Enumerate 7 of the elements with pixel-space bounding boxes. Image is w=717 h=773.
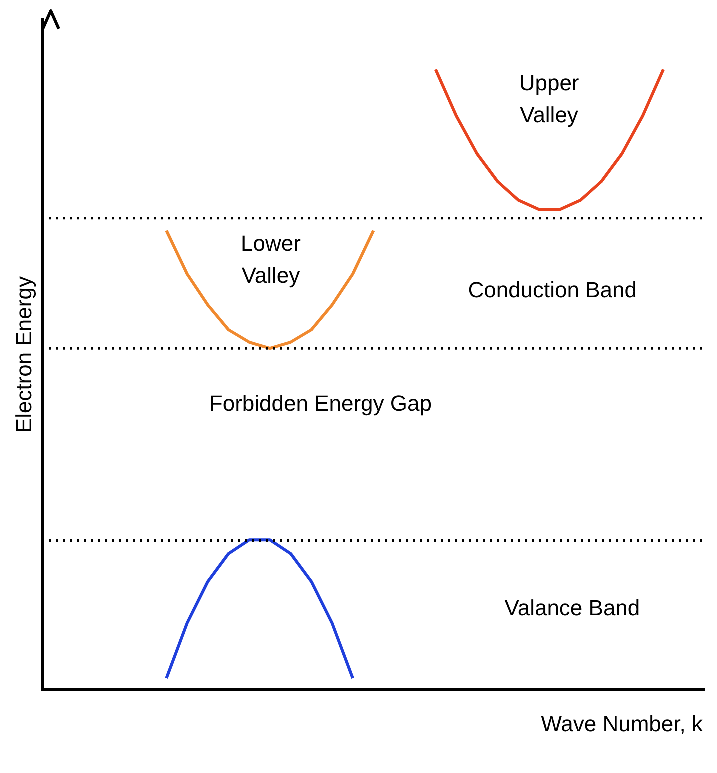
annotation: Forbidden Energy Gap xyxy=(209,391,432,416)
annotation: Lower Valley xyxy=(241,231,301,288)
annotation: Upper Valley xyxy=(519,70,580,128)
y-axis-title: Electron Energy xyxy=(11,276,36,434)
annotation: Valance Band xyxy=(504,595,640,620)
x-axis-title: Wave Number, k xyxy=(541,712,704,737)
annotation: Conduction Band xyxy=(468,277,637,302)
